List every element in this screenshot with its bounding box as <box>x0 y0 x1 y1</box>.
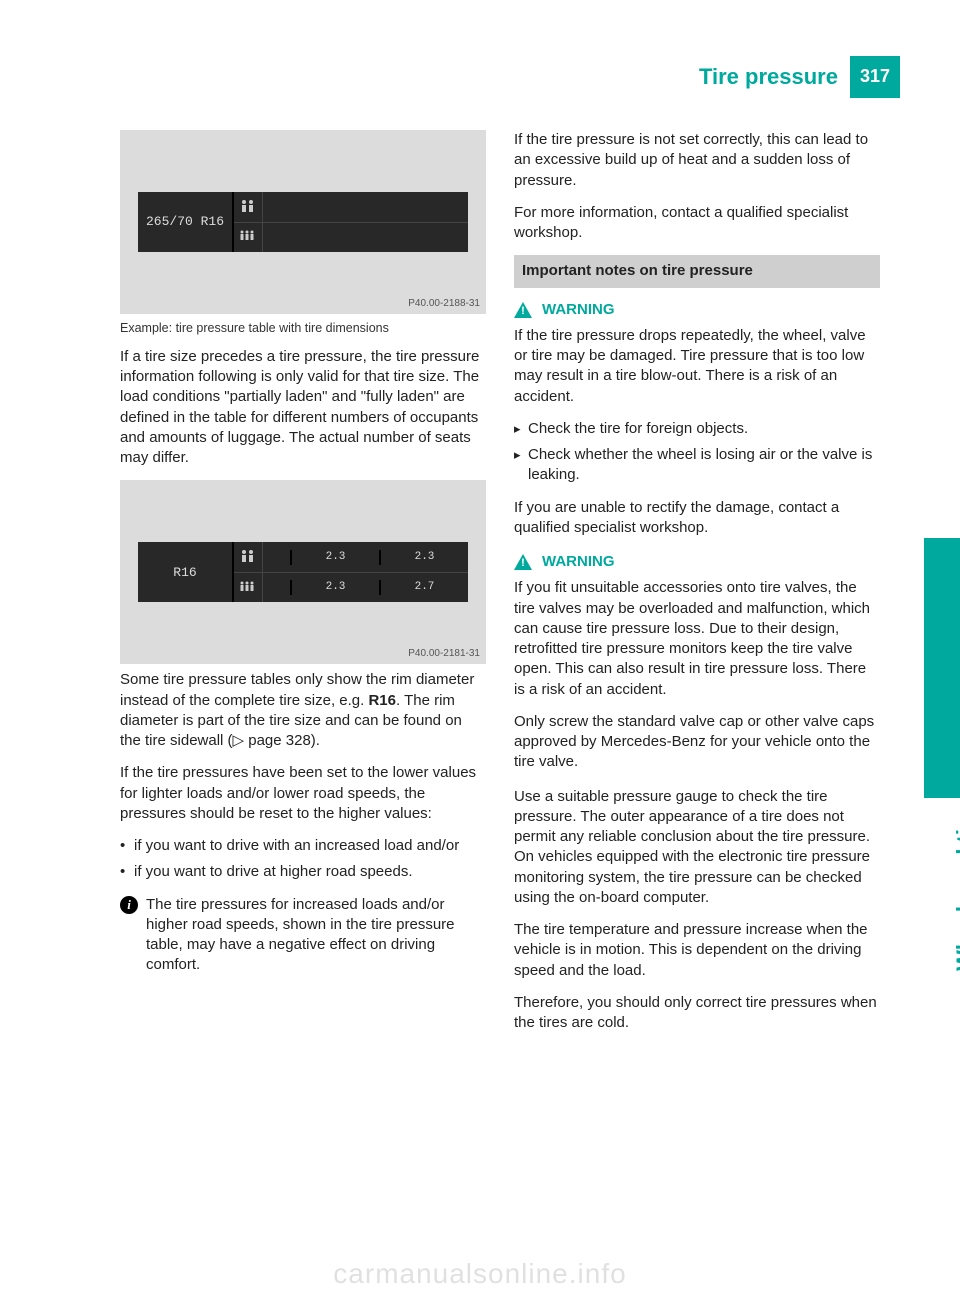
figure-rows: 2.3 2.3 2.3 2.7 <box>234 542 468 602</box>
figure-size-label: R16 <box>138 542 234 602</box>
warning-heading: WARNING <box>514 300 880 320</box>
body-text: If you fit unsuitable accessories onto t… <box>514 578 880 700</box>
luggage-icon <box>262 573 290 603</box>
page-number: 317 <box>850 56 900 98</box>
figure-values: 2.3 2.7 <box>290 580 468 595</box>
figure-rows <box>234 192 468 252</box>
value-cell: 2.3 <box>290 580 379 595</box>
figure-row: 2.3 2.7 <box>234 573 468 603</box>
body-text: For more information, contact a qualifie… <box>514 203 880 244</box>
figure-size-label: 265/70 R16 <box>138 192 234 252</box>
passengers-icon <box>234 192 262 222</box>
side-tab-label: Wheels and tires <box>952 796 960 971</box>
figure-values: 2.3 2.3 <box>290 550 468 565</box>
figure-panel: R16 2.3 2.3 <box>138 542 468 602</box>
list-item: Check whether the wheel is losing air or… <box>514 445 880 486</box>
content-columns: 265/70 R16 <box>120 130 880 1045</box>
body-text: If a tire size precedes a tire pressure,… <box>120 347 486 469</box>
figure-row: 2.3 2.3 <box>234 542 468 573</box>
passengers-icon <box>234 573 262 603</box>
page: Tire pressure 317 Wheels and tires 265/7… <box>0 0 960 1302</box>
bullet-list: Check the tire for foreign objects. Chec… <box>514 419 880 486</box>
luggage-icon <box>262 542 290 572</box>
warning-label: WARNING <box>542 300 615 320</box>
bullet-list: if you want to drive with an increased l… <box>120 836 486 883</box>
value-cell: 2.7 <box>379 580 468 595</box>
body-text: Therefore, you should only correct tire … <box>514 993 880 1034</box>
luggage-icon <box>262 192 290 222</box>
info-text: The tire pressures for increased loads a… <box>146 896 455 974</box>
figure-code: P40.00-2181-31 <box>408 647 480 661</box>
warning-label: WARNING <box>542 552 615 572</box>
body-text: If the tire pressure is not set correctl… <box>514 130 880 191</box>
section-heading: Important notes on tire pressure <box>514 255 880 287</box>
side-tab-bar <box>924 538 960 798</box>
figure-caption: Example: tire pressure table with tire d… <box>120 320 486 337</box>
left-column: 265/70 R16 <box>120 130 486 1045</box>
warning-heading: WARNING <box>514 552 880 572</box>
body-text: If the tire pressures have been set to t… <box>120 763 486 824</box>
value-cell: 2.3 <box>379 550 468 565</box>
passengers-icon <box>234 223 262 253</box>
body-text: Use a suitable pressure gauge to check t… <box>514 787 880 909</box>
section-title: Tire pressure <box>699 56 850 98</box>
body-text: If you are unable to rectify the damage,… <box>514 498 880 539</box>
info-icon: i <box>120 896 138 914</box>
warning-icon <box>514 554 532 570</box>
figure-tire-table-1: 265/70 R16 <box>120 130 486 314</box>
figure-code: P40.00-2188-31 <box>408 297 480 311</box>
watermark: carmanualsonline.info <box>0 1258 960 1290</box>
body-text: If the tire pressure drops repeatedly, t… <box>514 326 880 407</box>
body-text: Some tire pressure tables only show the … <box>120 670 486 751</box>
figure-tire-table-2: R16 2.3 2.3 <box>120 480 486 664</box>
info-note: i The tire pressures for increased loads… <box>120 895 486 976</box>
page-header: Tire pressure 317 <box>699 56 900 98</box>
figure-row <box>234 223 468 253</box>
list-item: if you want to drive with an increased l… <box>120 836 486 856</box>
body-text: The tire temperature and pressure increa… <box>514 920 880 981</box>
text-bold: R16 <box>368 692 396 709</box>
right-column: If the tire pressure is not set correctl… <box>514 130 880 1045</box>
body-text: Only screw the standard valve cap or oth… <box>514 712 880 773</box>
value-cell: 2.3 <box>290 550 379 565</box>
figure-panel: 265/70 R16 <box>138 192 468 252</box>
figure-row <box>234 192 468 223</box>
list-item: Check the tire for foreign objects. <box>514 419 880 439</box>
luggage-icon <box>262 223 290 253</box>
warning-icon <box>514 302 532 318</box>
warning-block: WARNING If you fit unsuitable accessorie… <box>514 552 880 773</box>
list-item: if you want to drive at higher road spee… <box>120 862 486 882</box>
warning-block: WARNING If the tire pressure drops repea… <box>514 300 880 539</box>
passengers-icon <box>234 542 262 572</box>
